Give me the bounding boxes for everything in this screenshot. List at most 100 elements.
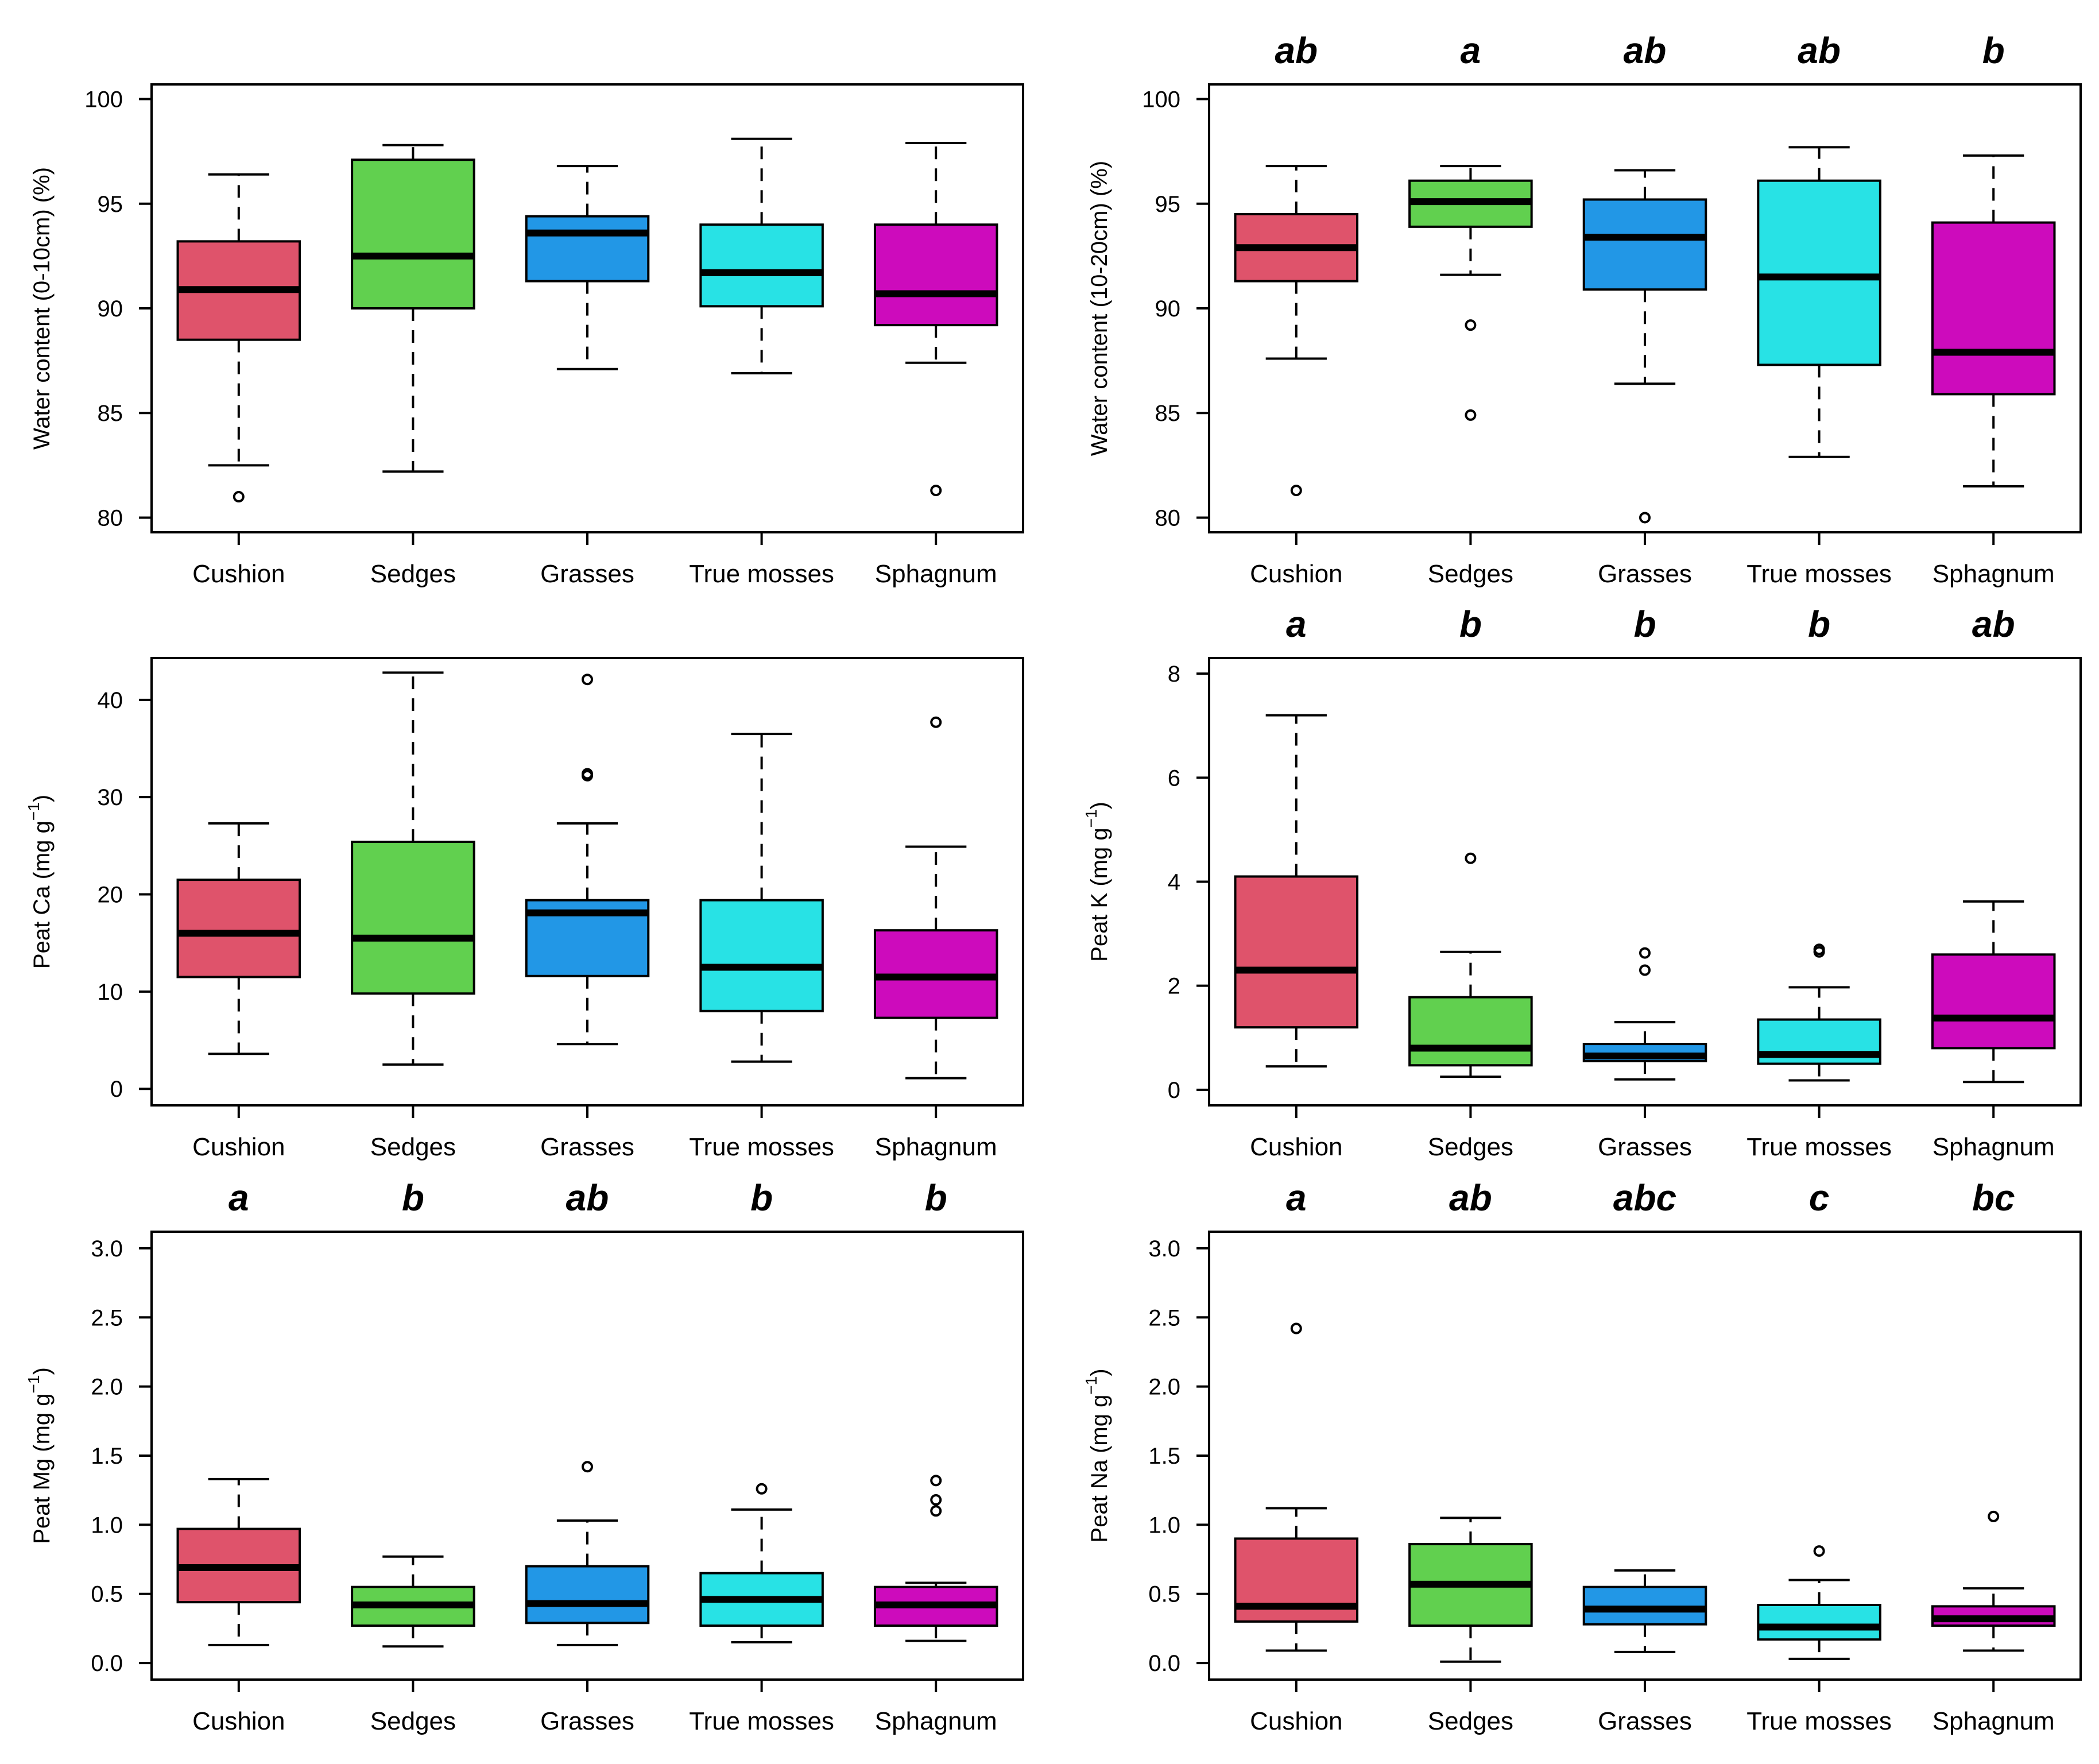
category-label: Cushion [192, 1133, 285, 1161]
outlier-point [1813, 1545, 1825, 1557]
significance-letter: bc [1972, 1177, 2015, 1218]
y-tick-label: 90 [98, 296, 123, 322]
y-tick-label: 85 [1155, 401, 1181, 426]
panel-water-content-0-10cm: 80 85 90 95 100 Water content (0-10cm) (%) Cus… [29, 83, 1024, 588]
category-label: Sphagnum [875, 560, 997, 588]
box-grasses [525, 165, 650, 370]
y-tick-label: 0.5 [91, 1582, 123, 1607]
y-axis-title: Water content (10-20cm) (%) [1087, 161, 1112, 456]
category-label: Cushion [1250, 560, 1342, 588]
y-tick-label: 2 [1168, 974, 1180, 999]
box-cushion [176, 173, 301, 503]
y-axis-title-main: Peat Mg (mg g [29, 1393, 55, 1544]
category-label: Sphagnum [1933, 1133, 2055, 1161]
y-axis-title-main: Peat Na (mg g [1087, 1395, 1112, 1543]
significance-letter: ab [1798, 30, 1841, 71]
outlier-point [930, 1505, 942, 1517]
panel-peat-ca: 0 10 20 30 40 Peat Ca (mg g−1) Cushion Sedges Gr… [25, 657, 1024, 1161]
y-axis-title-exponent: −1 [25, 1375, 42, 1394]
significance-letter: abc [1613, 1177, 1676, 1218]
box-true-mosses [699, 137, 824, 374]
significance-letter: a [229, 1177, 249, 1218]
box-cushion [176, 1477, 301, 1646]
significance-letter: a [1286, 604, 1307, 645]
y-axis-title: Water content (0-10cm) (%) [29, 167, 55, 450]
category-label: Grasses [540, 560, 634, 588]
panel-peat-k: 0 2 4 6 8 Peat K (mg g−1) Cushion a Sedges b Grass… [1082, 604, 2082, 1161]
category-label: Grasses [540, 1133, 634, 1161]
category-label: Grasses [1598, 1707, 1692, 1735]
y-axis-title-close: ) [29, 1367, 55, 1375]
category-label: True mosses [689, 560, 834, 588]
outlier-point [1639, 964, 1651, 976]
category-label: Sedges [1428, 560, 1513, 588]
significance-letter: ab [1449, 1177, 1492, 1218]
iqr-box [1408, 996, 1533, 1067]
iqr-box [1757, 179, 1881, 366]
y-axis-title-exponent: −1 [1082, 809, 1100, 827]
box-sphagnum [1931, 1510, 2056, 1652]
panel-peat-na: 0.0 0.5 1.0 1.5 2.0 2.5 3.0 Peat Na (mg g−1) Cus… [1082, 1177, 2082, 1735]
significance-letter: ab [566, 1177, 609, 1218]
y-tick-label: 2.5 [91, 1305, 123, 1330]
significance-letter: a [1286, 1177, 1307, 1218]
outlier-point [1813, 946, 1825, 958]
y-axis: 0 2 4 6 8 [1168, 662, 1209, 1103]
category-label: Cushion [192, 560, 285, 588]
panel-water-content-10-20cm: 80 85 90 95 100 Water content (10-20cm) (%) Cu… [1087, 30, 2082, 588]
category-label: Grasses [540, 1707, 634, 1735]
outlier-point [233, 491, 245, 503]
y-tick-label: 3.0 [91, 1236, 123, 1262]
y-tick-label: 4 [1168, 870, 1180, 895]
y-axis-title: Peat Na (mg g−1) [1082, 1368, 1112, 1542]
iqr-box [1931, 221, 2056, 396]
category-label: True mosses [1746, 560, 1892, 588]
outlier-point [756, 1483, 768, 1495]
y-tick-label: 6 [1168, 765, 1180, 791]
y-tick-label: 0.0 [91, 1651, 123, 1676]
box-true-mosses [1757, 943, 1881, 1082]
box-grasses [1582, 947, 1707, 1081]
outlier-point [582, 674, 593, 686]
iqr-box [699, 223, 824, 308]
category-label: Grasses [1598, 1133, 1692, 1161]
y-tick-label: 80 [98, 505, 123, 531]
y-axis-title: Peat Ca (mg g−1) [25, 795, 55, 969]
significance-letter: b [402, 1177, 424, 1218]
outlier-point [1465, 852, 1477, 864]
y-tick-label: 95 [98, 192, 123, 217]
y-axis-title-main: Peat K (mg g [1087, 827, 1112, 961]
category-label: Cushion [1250, 1133, 1342, 1161]
panel-peat-mg: 0.0 0.5 1.0 1.5 2.0 2.5 3.0 Peat Mg (mg g−1) Cus… [25, 1177, 1024, 1735]
category-label: Sphagnum [875, 1707, 997, 1735]
iqr-box [525, 215, 650, 283]
category-label: True mosses [1746, 1707, 1892, 1735]
outlier-point [582, 1461, 593, 1473]
iqr-box [176, 879, 301, 978]
category-label: Sphagnum [1933, 1707, 2055, 1735]
y-axis-title: Peat K (mg g−1) [1082, 802, 1112, 962]
box-sphagnum [1931, 900, 2056, 1084]
y-tick-label: 0.5 [1148, 1582, 1180, 1607]
y-tick-label: 100 [84, 87, 123, 113]
y-tick-label: 80 [1155, 505, 1181, 531]
box-grasses [1582, 1569, 1707, 1653]
significance-letter: b [1982, 30, 2005, 71]
iqr-box [873, 223, 998, 327]
iqr-box [351, 841, 475, 995]
category-label: Cushion [192, 1707, 285, 1735]
outlier-point [1290, 1322, 1302, 1334]
iqr-box [1931, 953, 2056, 1050]
significance-letter: b [750, 1177, 773, 1218]
significance-letter: b [1808, 604, 1830, 645]
box-sedges [351, 671, 475, 1066]
category-label: Sphagnum [1933, 560, 2055, 588]
category-label: True mosses [689, 1707, 834, 1735]
outlier-point [1290, 485, 1302, 497]
outlier-point [930, 1494, 942, 1506]
category-label: Sedges [370, 1707, 456, 1735]
box-cushion [1234, 1322, 1359, 1652]
y-axis-title-exponent: −1 [1082, 1376, 1100, 1395]
y-axis-title-main: Peat Ca (mg g [29, 821, 55, 969]
y-axis-title-exponent: −1 [25, 802, 42, 821]
